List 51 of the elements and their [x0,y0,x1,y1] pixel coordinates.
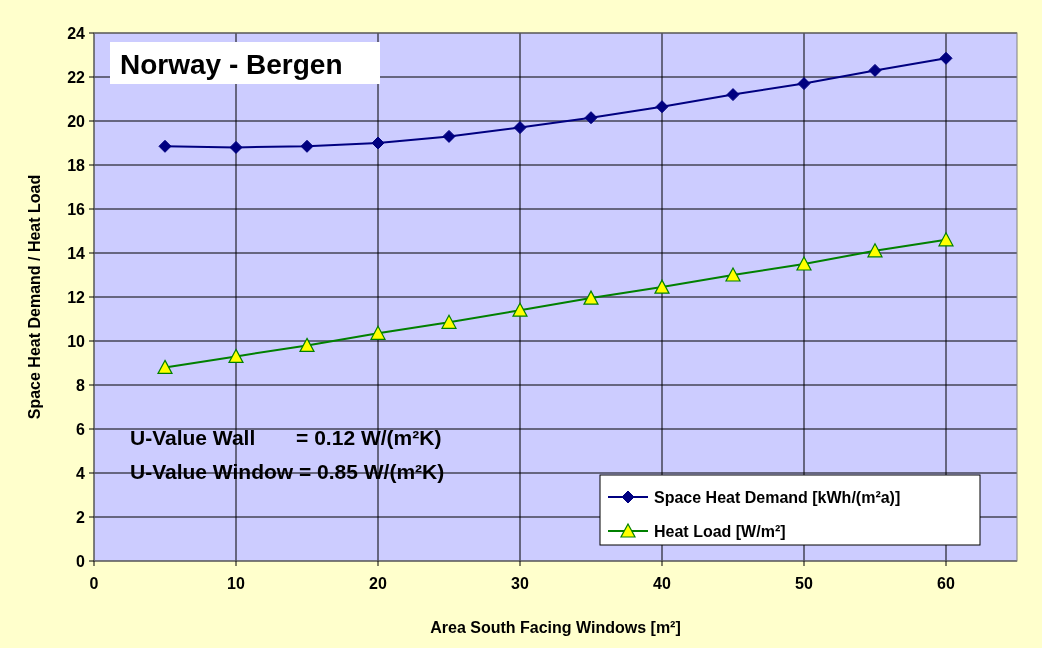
x-axis-title: Area South Facing Windows [m²] [430,619,681,636]
point [868,63,882,77]
y-tick-label: 4 [76,464,86,482]
x-tick-label: 20 [369,575,387,592]
point [796,256,812,271]
y-tick-label: 14 [67,244,86,262]
x-tick-label: 40 [653,575,671,592]
point [655,100,669,114]
point [299,337,315,352]
point [370,325,386,340]
y-tick-label: 20 [67,112,86,130]
point [228,348,244,363]
y-tick-label: 24 [67,24,86,42]
point [512,302,528,317]
y-tick-label: 6 [76,420,86,438]
point [158,139,172,153]
point [939,51,953,65]
annotation: U-Value Window = 0.85 W/(m²K) [130,460,445,483]
point [157,359,173,374]
x-tick-label: 0 [89,575,99,592]
point [725,267,741,282]
point [513,121,527,135]
point [797,77,811,91]
x-tick-label: 30 [511,575,529,592]
annotation: U-Value Wall = 0.12 W/(m²K) [130,426,442,449]
point [371,136,385,150]
x-tick-label: 50 [795,575,813,592]
point [441,314,457,329]
point [726,88,740,102]
y-tick-label: 16 [67,200,86,218]
y-tick-label: 18 [67,156,86,174]
x-tick-label: 60 [937,575,955,592]
point [442,129,456,143]
legend-label: Space Heat Demand [kWh/(m²a)] [654,488,901,506]
point [654,279,670,294]
point [584,111,598,125]
y-tick-label: 10 [67,332,86,350]
y-tick-label: 8 [76,376,86,394]
y-axis-title: Space Heat Demand / Heat Load [26,174,43,420]
point [300,139,314,153]
point [229,140,243,154]
legend-label: Heat Load [W/m²] [654,522,786,540]
y-tick-label: 2 [76,508,86,526]
y-tick-label: 0 [76,552,86,570]
point [583,290,599,305]
y-tick-label: 22 [67,68,86,86]
point [867,243,883,258]
point [938,232,954,247]
text: Norway - Bergen [120,49,343,80]
y-tick-label: 12 [67,288,86,306]
x-tick-label: 10 [227,575,245,592]
